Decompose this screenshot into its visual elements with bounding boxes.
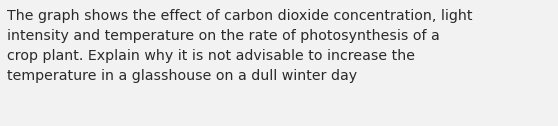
Text: The graph shows the effect of carbon dioxide concentration, light
intensity and : The graph shows the effect of carbon dio…	[7, 9, 472, 83]
